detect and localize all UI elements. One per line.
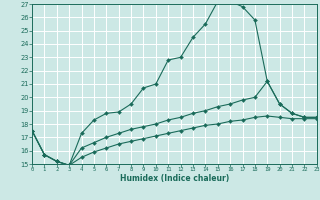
X-axis label: Humidex (Indice chaleur): Humidex (Indice chaleur) [120,174,229,183]
